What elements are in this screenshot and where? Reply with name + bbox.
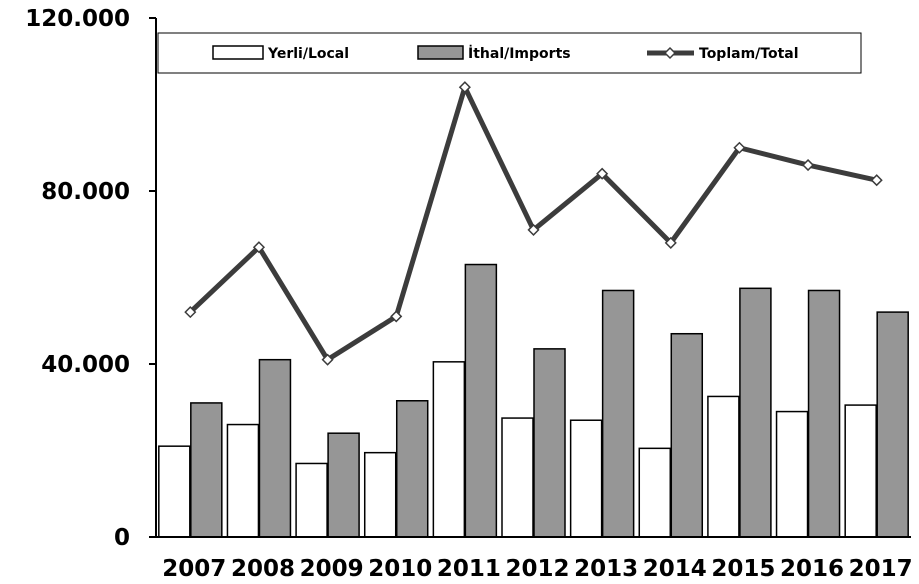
legend-label-imports: İthal/Imports bbox=[468, 45, 571, 62]
bar-local bbox=[569, 419, 603, 538]
bar-local bbox=[363, 451, 397, 538]
y-tick-label: 0 bbox=[114, 525, 130, 551]
bar-local bbox=[844, 404, 877, 538]
bar-imports bbox=[601, 289, 635, 538]
total-point bbox=[527, 223, 540, 236]
x-tick-label: 2008 bbox=[231, 556, 295, 582]
bars bbox=[158, 263, 909, 538]
bar-local bbox=[432, 361, 466, 538]
x-tick-label: 2013 bbox=[574, 556, 638, 582]
x-tick-label: 2014 bbox=[643, 556, 707, 582]
bar-local bbox=[501, 417, 534, 538]
bar-imports bbox=[739, 287, 772, 538]
legend-marker-total bbox=[663, 46, 677, 60]
total-point bbox=[184, 306, 197, 319]
bar-local bbox=[638, 447, 672, 538]
legend: Yerli/Local İthal/Imports Toplam/Total bbox=[157, 32, 862, 74]
total-point bbox=[733, 141, 746, 154]
x-axis-labels: 2007 2008 2009 2010 2011 2012 2013 2014 2015 2016… bbox=[162, 556, 912, 582]
y-tick-label: 80.000 bbox=[41, 179, 130, 205]
total-line-path bbox=[188, 84, 878, 363]
x-tick-label: 2015 bbox=[711, 556, 775, 582]
bar-imports bbox=[807, 289, 841, 538]
bar-local bbox=[707, 395, 740, 538]
total-point bbox=[321, 353, 334, 366]
total-point bbox=[458, 81, 471, 94]
y-tick-label: 40.000 bbox=[41, 352, 130, 378]
bar-local bbox=[295, 462, 328, 538]
x-tick-label: 2011 bbox=[437, 556, 501, 582]
bar-imports bbox=[327, 432, 360, 538]
legend-swatch-local bbox=[212, 45, 264, 60]
bar-imports bbox=[190, 402, 223, 538]
bar-imports bbox=[258, 358, 292, 538]
y-tick-label: 120.000 bbox=[25, 6, 130, 32]
total-point bbox=[870, 174, 883, 187]
bar-local bbox=[226, 423, 260, 538]
y-axis-ticks bbox=[149, 17, 156, 538]
x-tick-label: 2016 bbox=[780, 556, 844, 582]
bar-local bbox=[775, 410, 809, 538]
x-tick-label: 2012 bbox=[505, 556, 569, 582]
bar-imports bbox=[464, 263, 498, 538]
bar-local bbox=[158, 445, 191, 538]
bar-imports bbox=[533, 348, 566, 538]
legend-swatch-imports bbox=[417, 45, 464, 60]
x-tick-label: 2010 bbox=[368, 556, 432, 582]
legend-box bbox=[157, 32, 862, 74]
x-tick-label: 2009 bbox=[300, 556, 364, 582]
x-tick-label: 2007 bbox=[162, 556, 226, 582]
total-point bbox=[252, 241, 266, 254]
legend-label-local: Yerli/Local bbox=[267, 46, 349, 62]
bar-imports bbox=[876, 311, 909, 538]
total-point bbox=[801, 158, 815, 172]
total-point bbox=[596, 167, 609, 180]
total-point bbox=[664, 236, 677, 249]
legend-label-total: Toplam/Total bbox=[699, 46, 799, 62]
total-series bbox=[184, 81, 883, 366]
bar-imports bbox=[395, 400, 429, 538]
x-tick-label: 2017 bbox=[849, 556, 913, 582]
y-axis-labels: 0 40.000 80.000 120.000 bbox=[25, 6, 130, 551]
total-point bbox=[390, 310, 403, 323]
bar-imports bbox=[670, 332, 704, 538]
